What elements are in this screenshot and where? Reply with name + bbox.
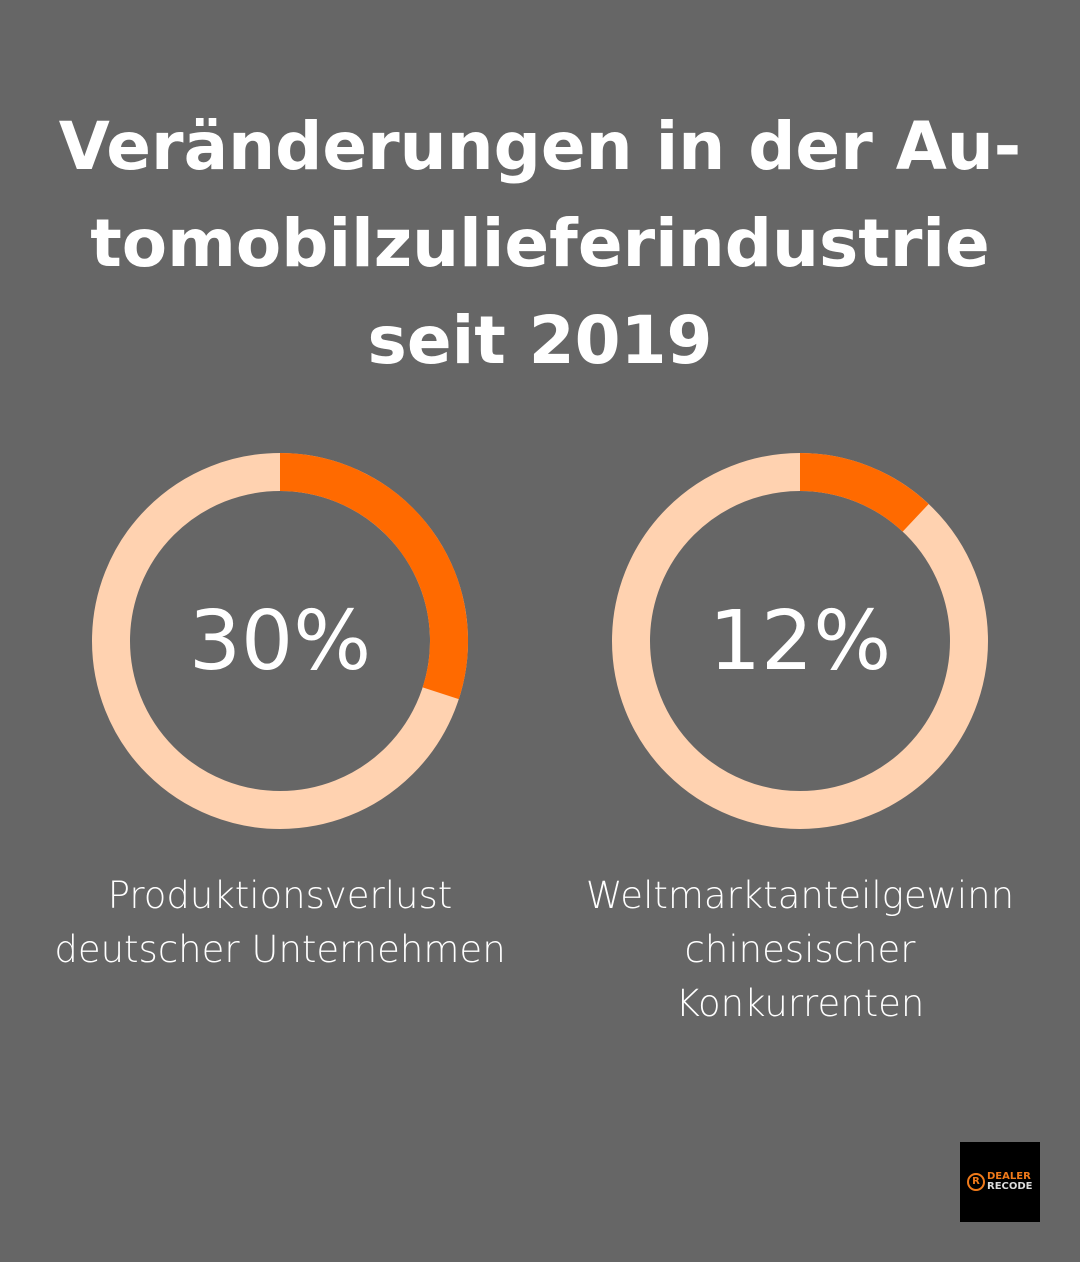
caption-left: Produktionsverlust deutscher Unternehmen xyxy=(20,869,540,977)
caption-line: Weltmarktanteilgewinn xyxy=(585,874,1015,917)
title-line: Veränderungen in der Au- xyxy=(58,108,1022,185)
caption-line: Produktionsverlust xyxy=(107,874,453,917)
donut-value-label: 30% xyxy=(189,594,371,689)
caption-line: chinesischer xyxy=(684,928,916,971)
caption-line: Konkurrenten xyxy=(675,982,925,1025)
donut-value-arc xyxy=(279,453,468,700)
logo-line1: DEALER xyxy=(987,1171,1031,1182)
logo-r-icon: R xyxy=(967,1173,985,1191)
caption-right: Weltmarktanteilgewinn chinesischer Konku… xyxy=(540,869,1060,1031)
title-line: tomobilzulieferindustrie xyxy=(90,205,990,282)
title-line: seit 2019 xyxy=(367,302,713,379)
donut-value-label: 12% xyxy=(709,594,891,689)
logo-line2: RECODE xyxy=(987,1181,1033,1192)
caption-line: deutscher Unternehmen xyxy=(54,928,506,971)
brand-logo: R DEALER RECODE xyxy=(960,1142,1040,1222)
donut-value-arc xyxy=(799,453,929,532)
page-title: Veränderungen in der Au- tomobilzuliefer… xyxy=(0,98,1080,389)
logo-text: DEALER RECODE xyxy=(987,1172,1033,1192)
